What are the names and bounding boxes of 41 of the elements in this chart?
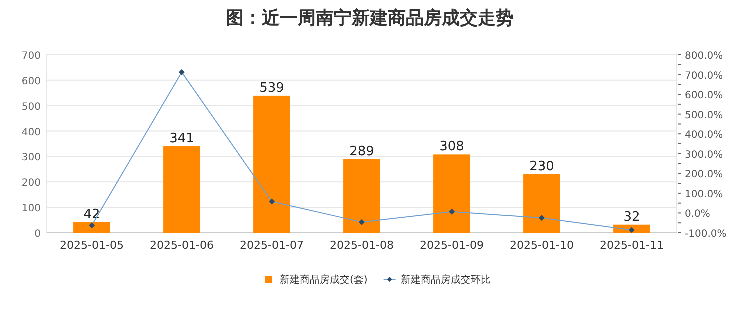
legend-label: 新建商品房成交环比	[400, 274, 491, 286]
y-tick-label: 0	[34, 229, 41, 240]
bar	[164, 146, 200, 233]
legend-label: 新建商品房成交(套)	[280, 274, 368, 286]
data-label: 539	[260, 80, 284, 96]
bar	[434, 154, 470, 233]
bar	[74, 222, 110, 233]
data-label: 230	[530, 160, 554, 175]
y2-tick-label: 800.0%	[685, 51, 724, 62]
data-label: 308	[440, 140, 464, 155]
bar	[344, 160, 380, 233]
y-tick-label: 100	[22, 204, 41, 215]
y-tick-label: 300	[22, 152, 41, 164]
x-tick-label: 2025-01-07	[240, 239, 304, 252]
x-tick-label: 2025-01-09	[420, 239, 484, 252]
y-tick-label: 600	[22, 76, 41, 88]
y-tick-label: 500	[22, 102, 41, 113]
bar	[524, 174, 560, 233]
x-tick-label: 2025-01-10	[510, 239, 574, 252]
y2-tick-label: 700.0%	[685, 70, 724, 82]
data-label: 32	[624, 210, 640, 225]
x-tick-label: 2025-01-11	[600, 239, 664, 252]
y2-tick-label: 100.0%	[685, 189, 724, 200]
y2-tick-label: 500.0%	[685, 110, 724, 122]
y2-tick-label: -100.0%	[685, 229, 727, 240]
chart-title: 图：近一周南宁新建商品房成交走势	[226, 8, 514, 29]
y2-tick-label: 400.0%	[685, 130, 724, 142]
y2-tick-label: 600.0%	[685, 90, 724, 102]
data-label: 289	[350, 144, 374, 160]
x-tick-label: 2025-01-06	[150, 239, 214, 252]
bar	[254, 96, 290, 233]
y2-tick-label: 300.0%	[685, 150, 724, 161]
x-tick-label: 2025-01-05	[60, 239, 124, 252]
y2-tick-label: 0.0%	[685, 209, 710, 220]
data-label: 341	[170, 131, 194, 146]
y-tick-label: 200	[22, 178, 41, 190]
y-tick-label: 700	[22, 51, 41, 62]
data-label: 42	[84, 207, 100, 222]
x-tick-label: 2025-01-08	[330, 239, 394, 252]
y-tick-label: 400	[22, 127, 41, 138]
y2-tick-label: 200.0%	[685, 170, 724, 181]
